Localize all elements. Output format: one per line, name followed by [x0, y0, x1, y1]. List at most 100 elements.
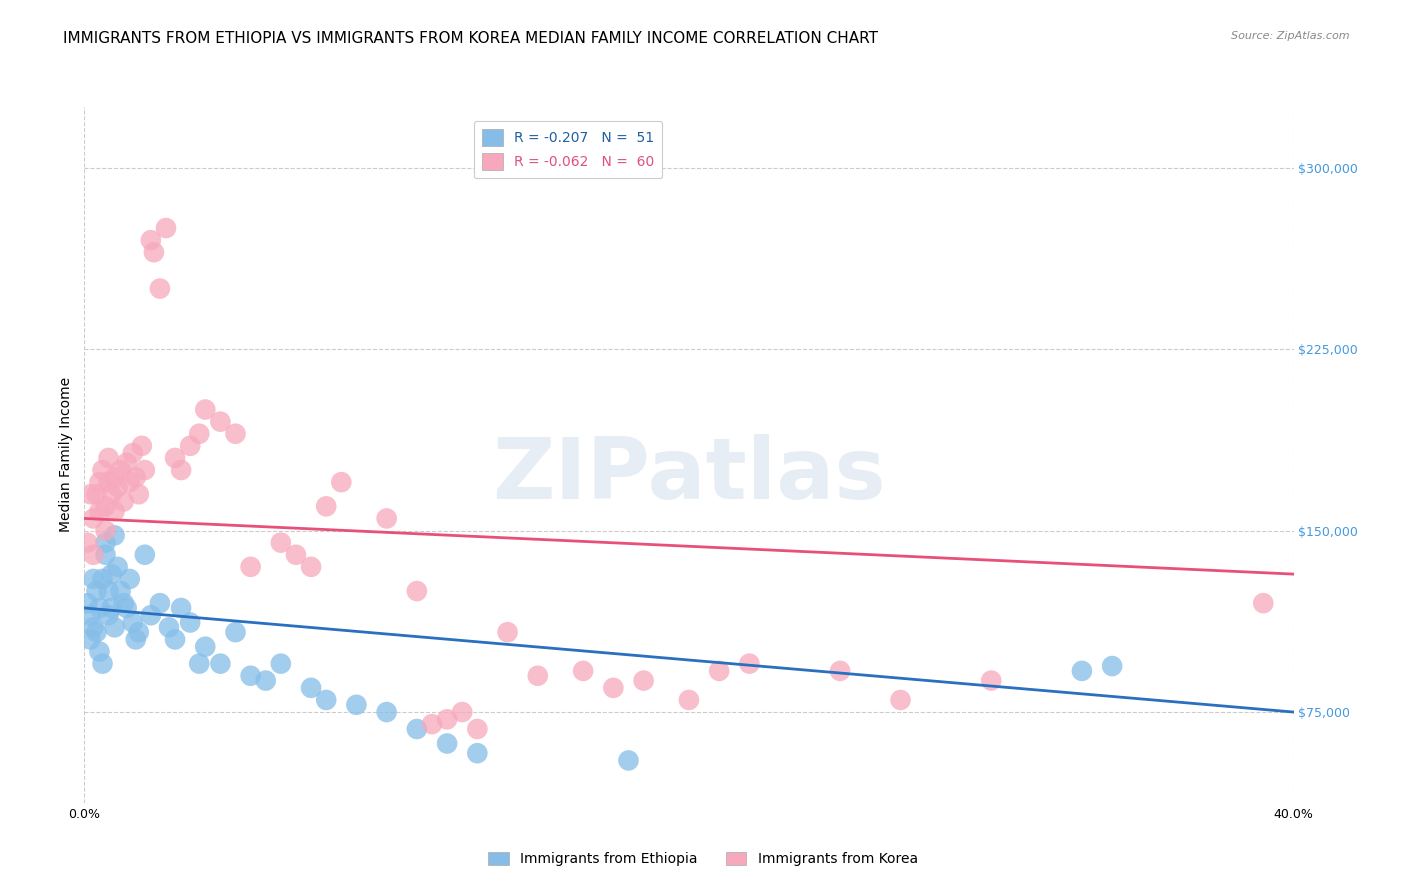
Point: [270, 657, 292, 671]
Point: [890, 693, 912, 707]
Point: [239, 669, 262, 683]
Point: [97, 608, 120, 623]
Point: [346, 698, 368, 712]
Point: [86, 625, 108, 640]
Point: [315, 500, 337, 514]
Point: [94, 524, 117, 538]
Point: [179, 439, 201, 453]
Point: [527, 669, 550, 683]
Point: [678, 693, 700, 707]
Point: [112, 494, 135, 508]
Point: [125, 470, 148, 484]
Legend: R = -0.207   N =  51, R = -0.062   N =  60: R = -0.207 N = 51, R = -0.062 N = 60: [474, 121, 662, 178]
Point: [104, 470, 127, 484]
Point: [149, 281, 172, 295]
Point: [91, 463, 114, 477]
Point: [97, 584, 120, 599]
Point: [76, 596, 98, 610]
Point: [1101, 659, 1123, 673]
Point: [97, 450, 120, 465]
Point: [299, 681, 322, 695]
Point: [188, 426, 211, 441]
Point: [142, 245, 165, 260]
Point: [104, 504, 127, 518]
Point: [285, 548, 308, 562]
Point: [100, 601, 122, 615]
Point: [89, 601, 111, 615]
Point: [194, 402, 217, 417]
Point: [451, 705, 474, 719]
Point: [375, 705, 398, 719]
Point: [82, 620, 104, 634]
Point: [467, 722, 489, 736]
Point: [94, 548, 117, 562]
Point: [149, 596, 172, 610]
Point: [209, 657, 232, 671]
Point: [104, 620, 127, 634]
Legend: Immigrants from Ethiopia, Immigrants from Korea: Immigrants from Ethiopia, Immigrants fro…: [482, 847, 924, 871]
Point: [91, 657, 114, 671]
Point: [128, 487, 150, 501]
Point: [107, 559, 129, 574]
Point: [1071, 664, 1094, 678]
Point: [209, 415, 232, 429]
Text: ZIPatlas: ZIPatlas: [492, 434, 886, 517]
Point: [406, 722, 429, 736]
Point: [254, 673, 277, 688]
Point: [115, 601, 138, 615]
Point: [179, 615, 201, 630]
Point: [134, 463, 156, 477]
Point: [738, 657, 761, 671]
Point: [572, 664, 595, 678]
Point: [125, 632, 148, 647]
Point: [82, 511, 104, 525]
Point: [121, 446, 143, 460]
Point: [436, 737, 458, 751]
Point: [110, 463, 132, 477]
Point: [980, 673, 1002, 688]
Point: [225, 625, 247, 640]
Point: [239, 559, 262, 574]
Text: Source: ZipAtlas.com: Source: ZipAtlas.com: [1232, 31, 1350, 41]
Point: [97, 475, 120, 490]
Point: [82, 572, 104, 586]
Point: [89, 504, 111, 518]
Point: [128, 625, 150, 640]
Point: [467, 746, 489, 760]
Point: [86, 487, 108, 501]
Point: [709, 664, 731, 678]
Point: [82, 548, 104, 562]
Point: [134, 548, 156, 562]
Y-axis label: Median Family Income: Median Family Income: [59, 377, 73, 533]
Point: [94, 535, 117, 549]
Point: [225, 426, 247, 441]
Point: [107, 480, 129, 494]
Point: [420, 717, 443, 731]
Point: [91, 572, 114, 586]
Point: [100, 567, 122, 582]
Point: [299, 559, 322, 574]
Point: [617, 754, 640, 768]
Point: [112, 596, 135, 610]
Point: [86, 584, 108, 599]
Point: [155, 221, 177, 235]
Point: [94, 500, 117, 514]
Point: [131, 439, 153, 453]
Point: [633, 673, 655, 688]
Point: [165, 632, 187, 647]
Point: [118, 572, 141, 586]
Point: [375, 511, 398, 525]
Point: [100, 487, 122, 501]
Point: [79, 608, 101, 623]
Point: [89, 644, 111, 658]
Point: [118, 475, 141, 490]
Point: [104, 528, 127, 542]
Point: [188, 657, 211, 671]
Point: [315, 693, 337, 707]
Point: [76, 535, 98, 549]
Point: [496, 625, 519, 640]
Point: [1253, 596, 1275, 610]
Point: [330, 475, 353, 490]
Point: [121, 615, 143, 630]
Point: [157, 620, 180, 634]
